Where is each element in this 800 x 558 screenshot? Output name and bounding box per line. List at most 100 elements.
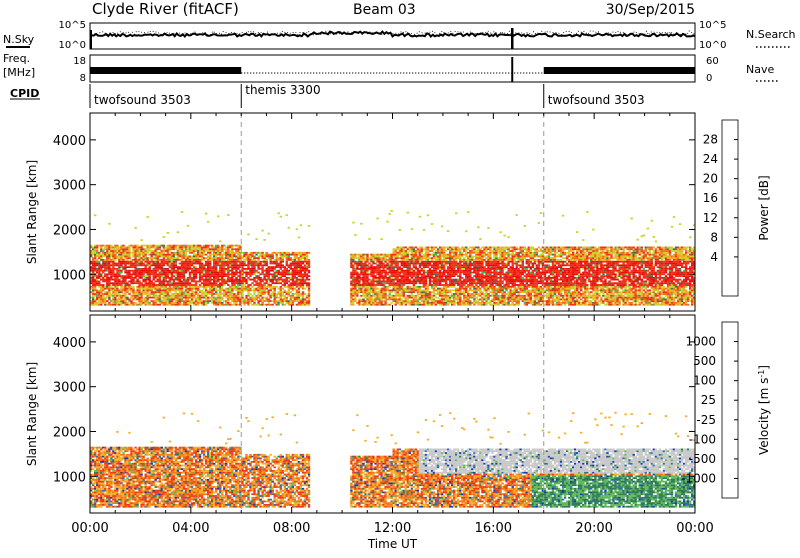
power-cell xyxy=(296,228,298,230)
power-cell xyxy=(120,272,122,274)
power-cell xyxy=(142,275,144,277)
power-cell xyxy=(300,270,302,272)
power-cell xyxy=(421,300,423,302)
power-cell xyxy=(384,300,386,302)
power-cell xyxy=(197,288,199,290)
power-cell xyxy=(253,263,255,265)
power-cell xyxy=(397,290,399,292)
power-cell xyxy=(300,281,302,283)
power-cell xyxy=(268,282,270,284)
power-cell xyxy=(421,304,423,306)
power-cell xyxy=(142,245,144,247)
power-cell xyxy=(459,299,461,301)
power-cell xyxy=(155,297,157,299)
power-cell xyxy=(227,277,229,279)
power-cell xyxy=(481,277,483,279)
power-cell xyxy=(205,273,207,275)
power-cell xyxy=(268,275,270,277)
power-cell xyxy=(276,295,278,297)
power-cell xyxy=(362,299,364,301)
power-cell xyxy=(278,291,280,293)
power-cell xyxy=(195,284,197,286)
power-cell xyxy=(108,281,110,283)
power-cell xyxy=(227,257,229,259)
power-cell xyxy=(481,304,483,306)
power-cell xyxy=(205,284,207,286)
power-cell xyxy=(288,293,290,295)
power-cell xyxy=(167,256,169,258)
power-cell xyxy=(378,268,380,270)
power-cell xyxy=(215,252,217,254)
power-cell xyxy=(304,281,306,283)
power-cell xyxy=(215,273,217,275)
power-cell xyxy=(153,279,155,281)
power-cell xyxy=(167,257,169,259)
power-cell xyxy=(391,291,393,293)
power-cell xyxy=(308,272,310,274)
power-cell xyxy=(203,252,205,254)
power-cell xyxy=(386,273,388,275)
power-cell xyxy=(274,288,276,290)
power-cell xyxy=(481,268,483,270)
power-cell xyxy=(276,286,278,288)
power-cell xyxy=(397,254,399,256)
power-cell xyxy=(308,302,310,304)
power-cell xyxy=(118,254,120,256)
power-cell xyxy=(207,299,209,301)
power-cell xyxy=(167,304,169,306)
power-cell xyxy=(397,279,399,281)
power-cell xyxy=(409,247,411,249)
power-cell xyxy=(203,259,205,261)
power-cell xyxy=(145,254,147,256)
power-cell xyxy=(169,281,171,283)
power-cell xyxy=(391,302,393,304)
power-cell xyxy=(175,263,177,265)
power-cell xyxy=(259,282,261,284)
power-cell xyxy=(493,286,495,288)
power-cell xyxy=(278,300,280,302)
power-cell xyxy=(366,270,368,272)
power-cell xyxy=(106,304,108,306)
power-cell xyxy=(209,256,211,258)
power-cell xyxy=(124,279,126,281)
power-cell xyxy=(447,277,449,279)
power-cell xyxy=(386,264,388,266)
power-cell xyxy=(118,275,120,277)
power-cell xyxy=(195,291,197,293)
power-cell xyxy=(399,266,401,268)
power-cell xyxy=(415,282,417,284)
power-cell xyxy=(261,266,263,268)
power-cell xyxy=(374,284,376,286)
power-cell xyxy=(118,264,120,266)
power-cell xyxy=(96,261,98,263)
power-cell xyxy=(489,273,491,275)
power-cell xyxy=(284,290,286,292)
power-cell xyxy=(118,257,120,259)
power-cell xyxy=(197,293,199,295)
power-cell xyxy=(132,302,134,304)
power-cell xyxy=(163,264,165,266)
power-cell xyxy=(360,288,362,290)
power-cell xyxy=(457,270,459,272)
power-cell xyxy=(167,254,169,256)
power-cell xyxy=(366,272,368,274)
power-cell xyxy=(479,238,481,240)
power-cell xyxy=(435,257,437,259)
power-cell xyxy=(421,270,423,272)
power-cell xyxy=(239,272,241,274)
power-cell xyxy=(300,273,302,275)
power-cell xyxy=(205,254,207,256)
power-cell xyxy=(300,293,302,295)
power-cell xyxy=(481,256,483,258)
power-cell xyxy=(290,263,292,265)
power-cell xyxy=(155,248,157,250)
power-cell xyxy=(163,236,165,238)
power-cell xyxy=(197,257,199,259)
power-cell xyxy=(435,275,437,277)
power-cell xyxy=(207,302,209,304)
power-cell xyxy=(173,275,175,277)
power-cell xyxy=(217,245,219,247)
power-cell xyxy=(132,264,134,266)
power-cell xyxy=(215,256,217,258)
power-cell xyxy=(179,290,181,292)
